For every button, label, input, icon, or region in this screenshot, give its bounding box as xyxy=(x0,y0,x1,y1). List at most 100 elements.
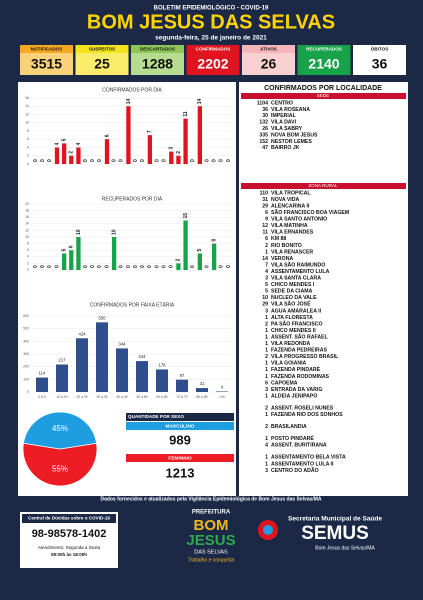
locality-count: 1 xyxy=(265,436,268,442)
stat-value: 1288 xyxy=(142,56,173,72)
y-tick-label: 0 xyxy=(27,162,29,166)
help-title-bg xyxy=(22,514,116,523)
locality-count: 1 xyxy=(265,315,268,321)
y-tick-label: 0 xyxy=(27,268,29,272)
bar xyxy=(196,388,208,392)
locality-count: 1 xyxy=(265,328,268,334)
value-label: 4 xyxy=(76,143,82,146)
y-tick-label: 4 xyxy=(27,255,29,259)
bar xyxy=(183,118,188,164)
value-label: 14 xyxy=(126,98,132,104)
logo-text: DAS SELVAS xyxy=(194,549,228,555)
locality-count: 2 xyxy=(265,405,268,411)
y-tick-label: 2 xyxy=(27,261,29,265)
locality-name: ASSENTAMENTO LULA xyxy=(271,269,330,275)
value-label: 0 xyxy=(219,265,225,268)
stat-value-bg xyxy=(242,53,295,75)
bar xyxy=(183,220,188,270)
stat-value: 2202 xyxy=(197,56,228,72)
value-label: 0 xyxy=(147,265,153,268)
y-tick-label: 12 xyxy=(25,112,29,116)
locality-name: ALDEIA JENIPAPO xyxy=(271,393,317,399)
locality-name: ASSENT. BURITIRANA xyxy=(271,443,327,449)
y-tick-label: 300 xyxy=(23,352,29,356)
locality-count: 3 xyxy=(265,387,268,393)
locality-count: 1 xyxy=(265,361,268,367)
sede-bar xyxy=(241,93,406,99)
locality-name: VILA SABRY xyxy=(271,126,303,132)
bar xyxy=(169,151,174,164)
value-label: 0 xyxy=(54,265,60,268)
x-tick-label: 70 a 79 xyxy=(177,395,188,399)
locality-name: PA SÃO FRANCISCO xyxy=(271,320,323,327)
right-panel xyxy=(239,82,408,496)
value-label: 0 xyxy=(190,159,196,162)
value-label: 0 xyxy=(204,265,210,268)
value-label: 15 xyxy=(183,213,189,219)
hours: Atendimento: Segunda a Sexta xyxy=(38,545,101,550)
y-tick-label: 4 xyxy=(27,145,29,149)
locality-name: CHICO MENDES II xyxy=(271,328,316,334)
value-label: 11 xyxy=(183,111,189,117)
male-value: 989 xyxy=(169,432,191,447)
value-label: 0 xyxy=(211,159,217,162)
y-tick-label: 100 xyxy=(23,377,29,381)
locality-name: FAZENDA RIO DOS SONHOS xyxy=(271,412,343,418)
value-label: 0 xyxy=(97,159,103,162)
pie-slice xyxy=(22,411,98,450)
value-label: 0 xyxy=(161,265,167,268)
value-label: 0 xyxy=(140,159,146,162)
stat-label-bg xyxy=(297,45,351,53)
y-tick-label: 12 xyxy=(25,228,29,232)
locality-count: 26 xyxy=(262,126,268,132)
value-label: 0 xyxy=(126,265,132,268)
stat-label: SUSPEITOS xyxy=(89,47,115,52)
locality-count: 1 xyxy=(265,341,268,347)
y-tick-label: 400 xyxy=(23,339,29,343)
locality-count: 14 xyxy=(262,256,268,262)
y-tick-label: 10 xyxy=(25,121,29,125)
value-label: 0 xyxy=(104,265,110,268)
locality-count: 1 xyxy=(265,374,268,380)
value-label: 97 xyxy=(180,373,185,378)
locality-name: NESTOR LEMES xyxy=(271,139,312,145)
bar xyxy=(176,263,181,270)
value-label: 0 xyxy=(204,159,210,162)
value-label: 0 xyxy=(111,159,117,162)
locality-name: NUCLEO DA VALE xyxy=(271,295,317,301)
semus-icon xyxy=(263,525,273,535)
value-label: 0 xyxy=(83,159,89,162)
value-label: 424 xyxy=(79,331,87,336)
logo-text: PREFEITURA xyxy=(192,510,231,516)
phone: 98-98578-1402 xyxy=(32,528,107,540)
chart-title: RECUPERADOS POR DIA xyxy=(102,196,163,202)
logo-text: BOM xyxy=(194,517,229,534)
locality-name: RIO BONITO xyxy=(271,243,302,249)
value-label: 244 xyxy=(139,354,147,359)
y-tick-label: 18 xyxy=(25,209,29,213)
value-label: 0 xyxy=(47,265,53,268)
female-bar xyxy=(126,454,234,462)
pie-label: 45% xyxy=(52,424,68,433)
semus-text: Secretaria Municipal de Saúde xyxy=(288,516,382,523)
value-label: 0 xyxy=(154,265,160,268)
bar xyxy=(197,106,202,164)
bar xyxy=(156,369,168,392)
locality-name: ASSENTAMENTO BELA VISTA xyxy=(271,455,346,461)
locality-count: 152 xyxy=(259,139,268,145)
stat-label-bg xyxy=(242,45,295,53)
sede-title: SEDE xyxy=(317,93,330,98)
value-label: 0 xyxy=(133,265,139,268)
bar xyxy=(36,377,48,392)
locality-count: 31 xyxy=(262,197,268,203)
bar xyxy=(176,155,181,164)
locality-name: VILA ROSEANA xyxy=(271,107,310,113)
locality-name: AGUA AMARALEA II xyxy=(271,308,322,314)
semus-text: SEMUS xyxy=(301,523,369,544)
logo-text: JESUS xyxy=(186,532,235,549)
value-label: 0 xyxy=(47,159,53,162)
locality-name: KM 88 xyxy=(271,236,286,242)
bar xyxy=(112,237,117,270)
locality-count: 1 xyxy=(265,461,268,467)
value-label: 0 xyxy=(133,159,139,162)
